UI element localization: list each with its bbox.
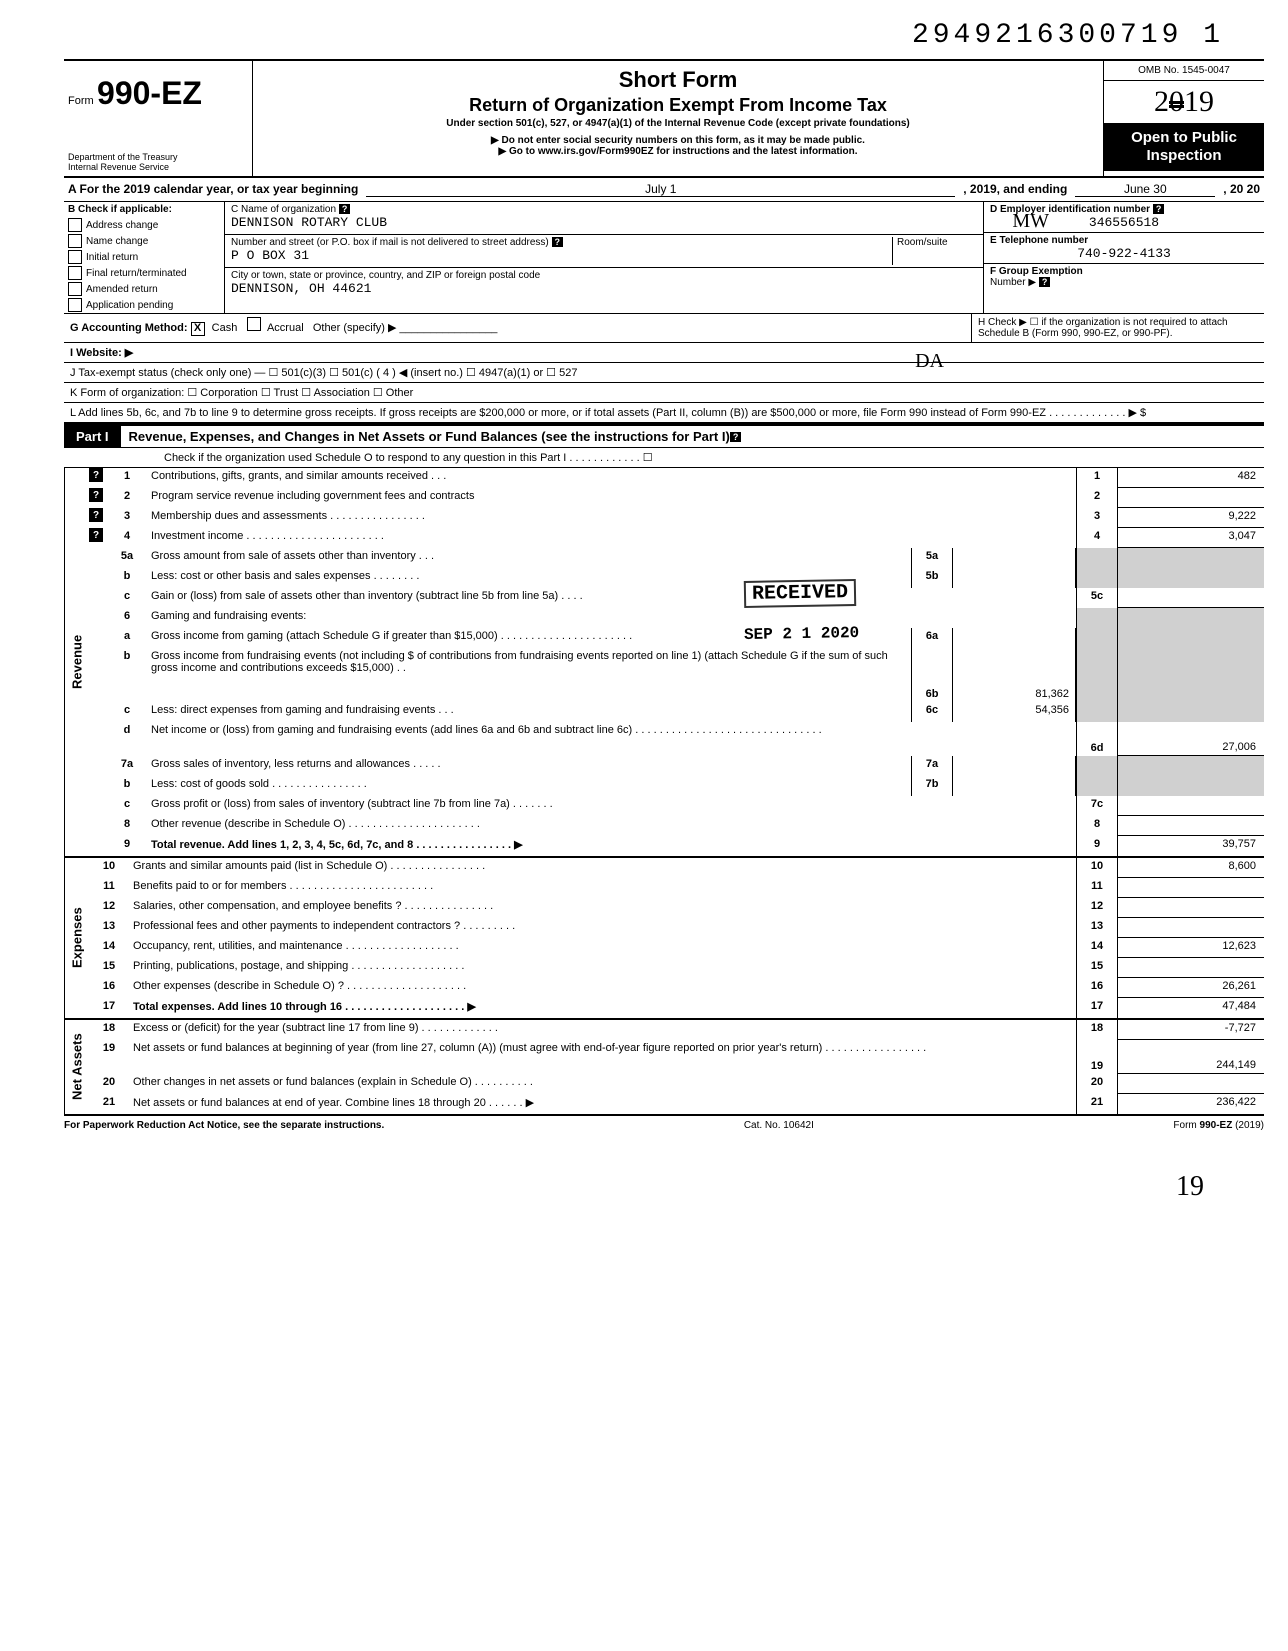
line2-value: [1118, 488, 1264, 508]
line7b-value: [953, 776, 1076, 796]
form-header: Form 990-EZ Department of the Treasury I…: [64, 59, 1264, 178]
line15-value: [1118, 958, 1264, 978]
line4-value: 3,047: [1118, 528, 1264, 548]
part1-header: Part I Revenue, Expenses, and Changes in…: [64, 424, 1264, 448]
line7c-value: [1118, 796, 1264, 816]
line1-value: 482: [1118, 468, 1264, 488]
help-icon[interactable]: ?: [552, 237, 564, 247]
chk-accrual[interactable]: [247, 317, 261, 331]
chk-amended[interactable]: Amended return: [64, 281, 224, 297]
help-icon[interactable]: ?: [89, 468, 103, 482]
warning-ssn: ▶ Do not enter social security numbers o…: [261, 135, 1095, 146]
initials-da: DA: [915, 350, 944, 373]
line21-value: 236,422: [1118, 1094, 1264, 1114]
section-c-org: C Name of organization ? DENNISON ROTARY…: [225, 202, 983, 313]
org-info-block: B Check if applicable: Address change Na…: [64, 202, 1264, 314]
title-return: Return of Organization Exempt From Incom…: [261, 95, 1095, 116]
line6b-value: 81,362: [953, 648, 1076, 702]
footer-catalog: Cat. No. 10642I: [744, 1120, 814, 1131]
subtitle: Under section 501(c), 527, or 4947(a)(1)…: [261, 118, 1095, 129]
chk-application-pending[interactable]: Application pending: [64, 297, 224, 313]
netassets-section: Net Assets 18Excess or (deficit) for the…: [64, 1020, 1264, 1116]
line7a-value: [953, 756, 1076, 776]
form-number-box: Form 990-EZ Department of the Treasury I…: [64, 61, 252, 176]
line20-value: [1118, 1074, 1264, 1094]
line19-value: 244,149: [1118, 1040, 1264, 1074]
omb-number: OMB No. 1545-0047: [1104, 61, 1264, 81]
phone: 740-922-4133: [990, 246, 1258, 261]
instructions-link: ▶ Go to www.irs.gov/Form990EZ for instru…: [261, 146, 1095, 157]
line6d-value: 27,006: [1118, 722, 1264, 756]
line5a-value: [953, 548, 1076, 568]
line14-value: 12,623: [1118, 938, 1264, 958]
line11-value: [1118, 878, 1264, 898]
year-end: June 30: [1075, 182, 1215, 197]
expenses-section: Expenses 10Grants and similar amounts pa…: [64, 858, 1264, 1020]
line18-value: -7,727: [1118, 1020, 1264, 1040]
chk-cash[interactable]: [191, 322, 205, 336]
form-page: 2949216300719 1 Form 990-EZ Department o…: [64, 20, 1264, 1203]
chk-final-return[interactable]: Final return/terminated: [64, 265, 224, 281]
row-g-h: G Accounting Method: Cash Accrual Other …: [64, 314, 1264, 343]
part1-check: Check if the organization used Schedule …: [64, 448, 1264, 468]
footer-notice: For Paperwork Reduction Act Notice, see …: [64, 1120, 384, 1131]
row-l-gross: L Add lines 5b, 6c, and 7b to line 9 to …: [64, 403, 1264, 424]
help-icon[interactable]: ?: [89, 528, 103, 542]
help-icon[interactable]: ?: [339, 204, 351, 214]
line13-value: [1118, 918, 1264, 938]
org-address: P O BOX 31: [231, 248, 309, 263]
line5b-value: [953, 568, 1076, 588]
line12-value: [1118, 898, 1264, 918]
help-icon[interactable]: ?: [89, 488, 103, 502]
line17-value: 47,484: [1118, 998, 1264, 1018]
help-icon[interactable]: ?: [1039, 277, 1051, 287]
line8-value: [1118, 816, 1264, 836]
dept-irs: Internal Revenue Service: [68, 162, 248, 172]
expenses-label: Expenses: [64, 858, 89, 1018]
row-a-tax-year: A For the 2019 calendar year, or tax yea…: [64, 178, 1264, 202]
row-i-website: I Website: ▶: [64, 343, 1264, 363]
line9-value: 39,757: [1118, 836, 1264, 856]
help-icon[interactable]: ?: [730, 432, 742, 442]
netassets-label: Net Assets: [64, 1020, 89, 1114]
chk-address-change[interactable]: Address change: [64, 217, 224, 233]
initials-mw: MW: [1012, 210, 1049, 233]
line3-value: 9,222: [1118, 508, 1264, 528]
title-box: Short Form Return of Organization Exempt…: [252, 61, 1104, 176]
year-box: OMB No. 1545-0047 2019 Open to Public In…: [1104, 61, 1264, 176]
line10-value: 8,600: [1118, 858, 1264, 878]
handwritten-page-number: 19: [64, 1131, 1264, 1203]
line6a-value: [953, 628, 1076, 648]
page-footer: For Paperwork Reduction Act Notice, see …: [64, 1116, 1264, 1131]
chk-name-change[interactable]: Name change: [64, 233, 224, 249]
year-begin: July 1: [366, 182, 955, 197]
revenue-section: Revenue ?1Contributions, gifts, grants, …: [64, 468, 1264, 858]
revenue-label: Revenue: [64, 468, 89, 856]
section-b-checkboxes: B Check if applicable: Address change Na…: [64, 202, 225, 313]
row-k-form-org: K Form of organization: ☐ Corporation ☐ …: [64, 383, 1264, 403]
line5c-value: [1118, 588, 1264, 608]
title-short-form: Short Form: [261, 67, 1095, 93]
chk-initial-return[interactable]: Initial return: [64, 249, 224, 265]
org-name: DENNISON ROTARY CLUB: [231, 215, 387, 230]
org-city: DENNISON, OH 44621: [231, 281, 371, 296]
help-icon[interactable]: ?: [1153, 204, 1165, 214]
open-to-public: Open to Public Inspection: [1104, 123, 1264, 171]
help-icon[interactable]: ?: [89, 508, 103, 522]
form-number: 990-EZ: [97, 75, 202, 111]
line16-value: 26,261: [1118, 978, 1264, 998]
dept-treasury: Department of the Treasury: [68, 152, 248, 162]
footer-form: Form 990-EZ (2019): [1173, 1120, 1264, 1131]
section-h: H Check ▶ ☐ if the organization is not r…: [978, 317, 1228, 339]
tax-year: 2019: [1104, 81, 1264, 123]
document-id: 2949216300719 1: [64, 20, 1264, 51]
row-j-status: J Tax-exempt status (check only one) — ☐…: [64, 363, 1264, 383]
line6c-value: 54,356: [953, 702, 1076, 722]
